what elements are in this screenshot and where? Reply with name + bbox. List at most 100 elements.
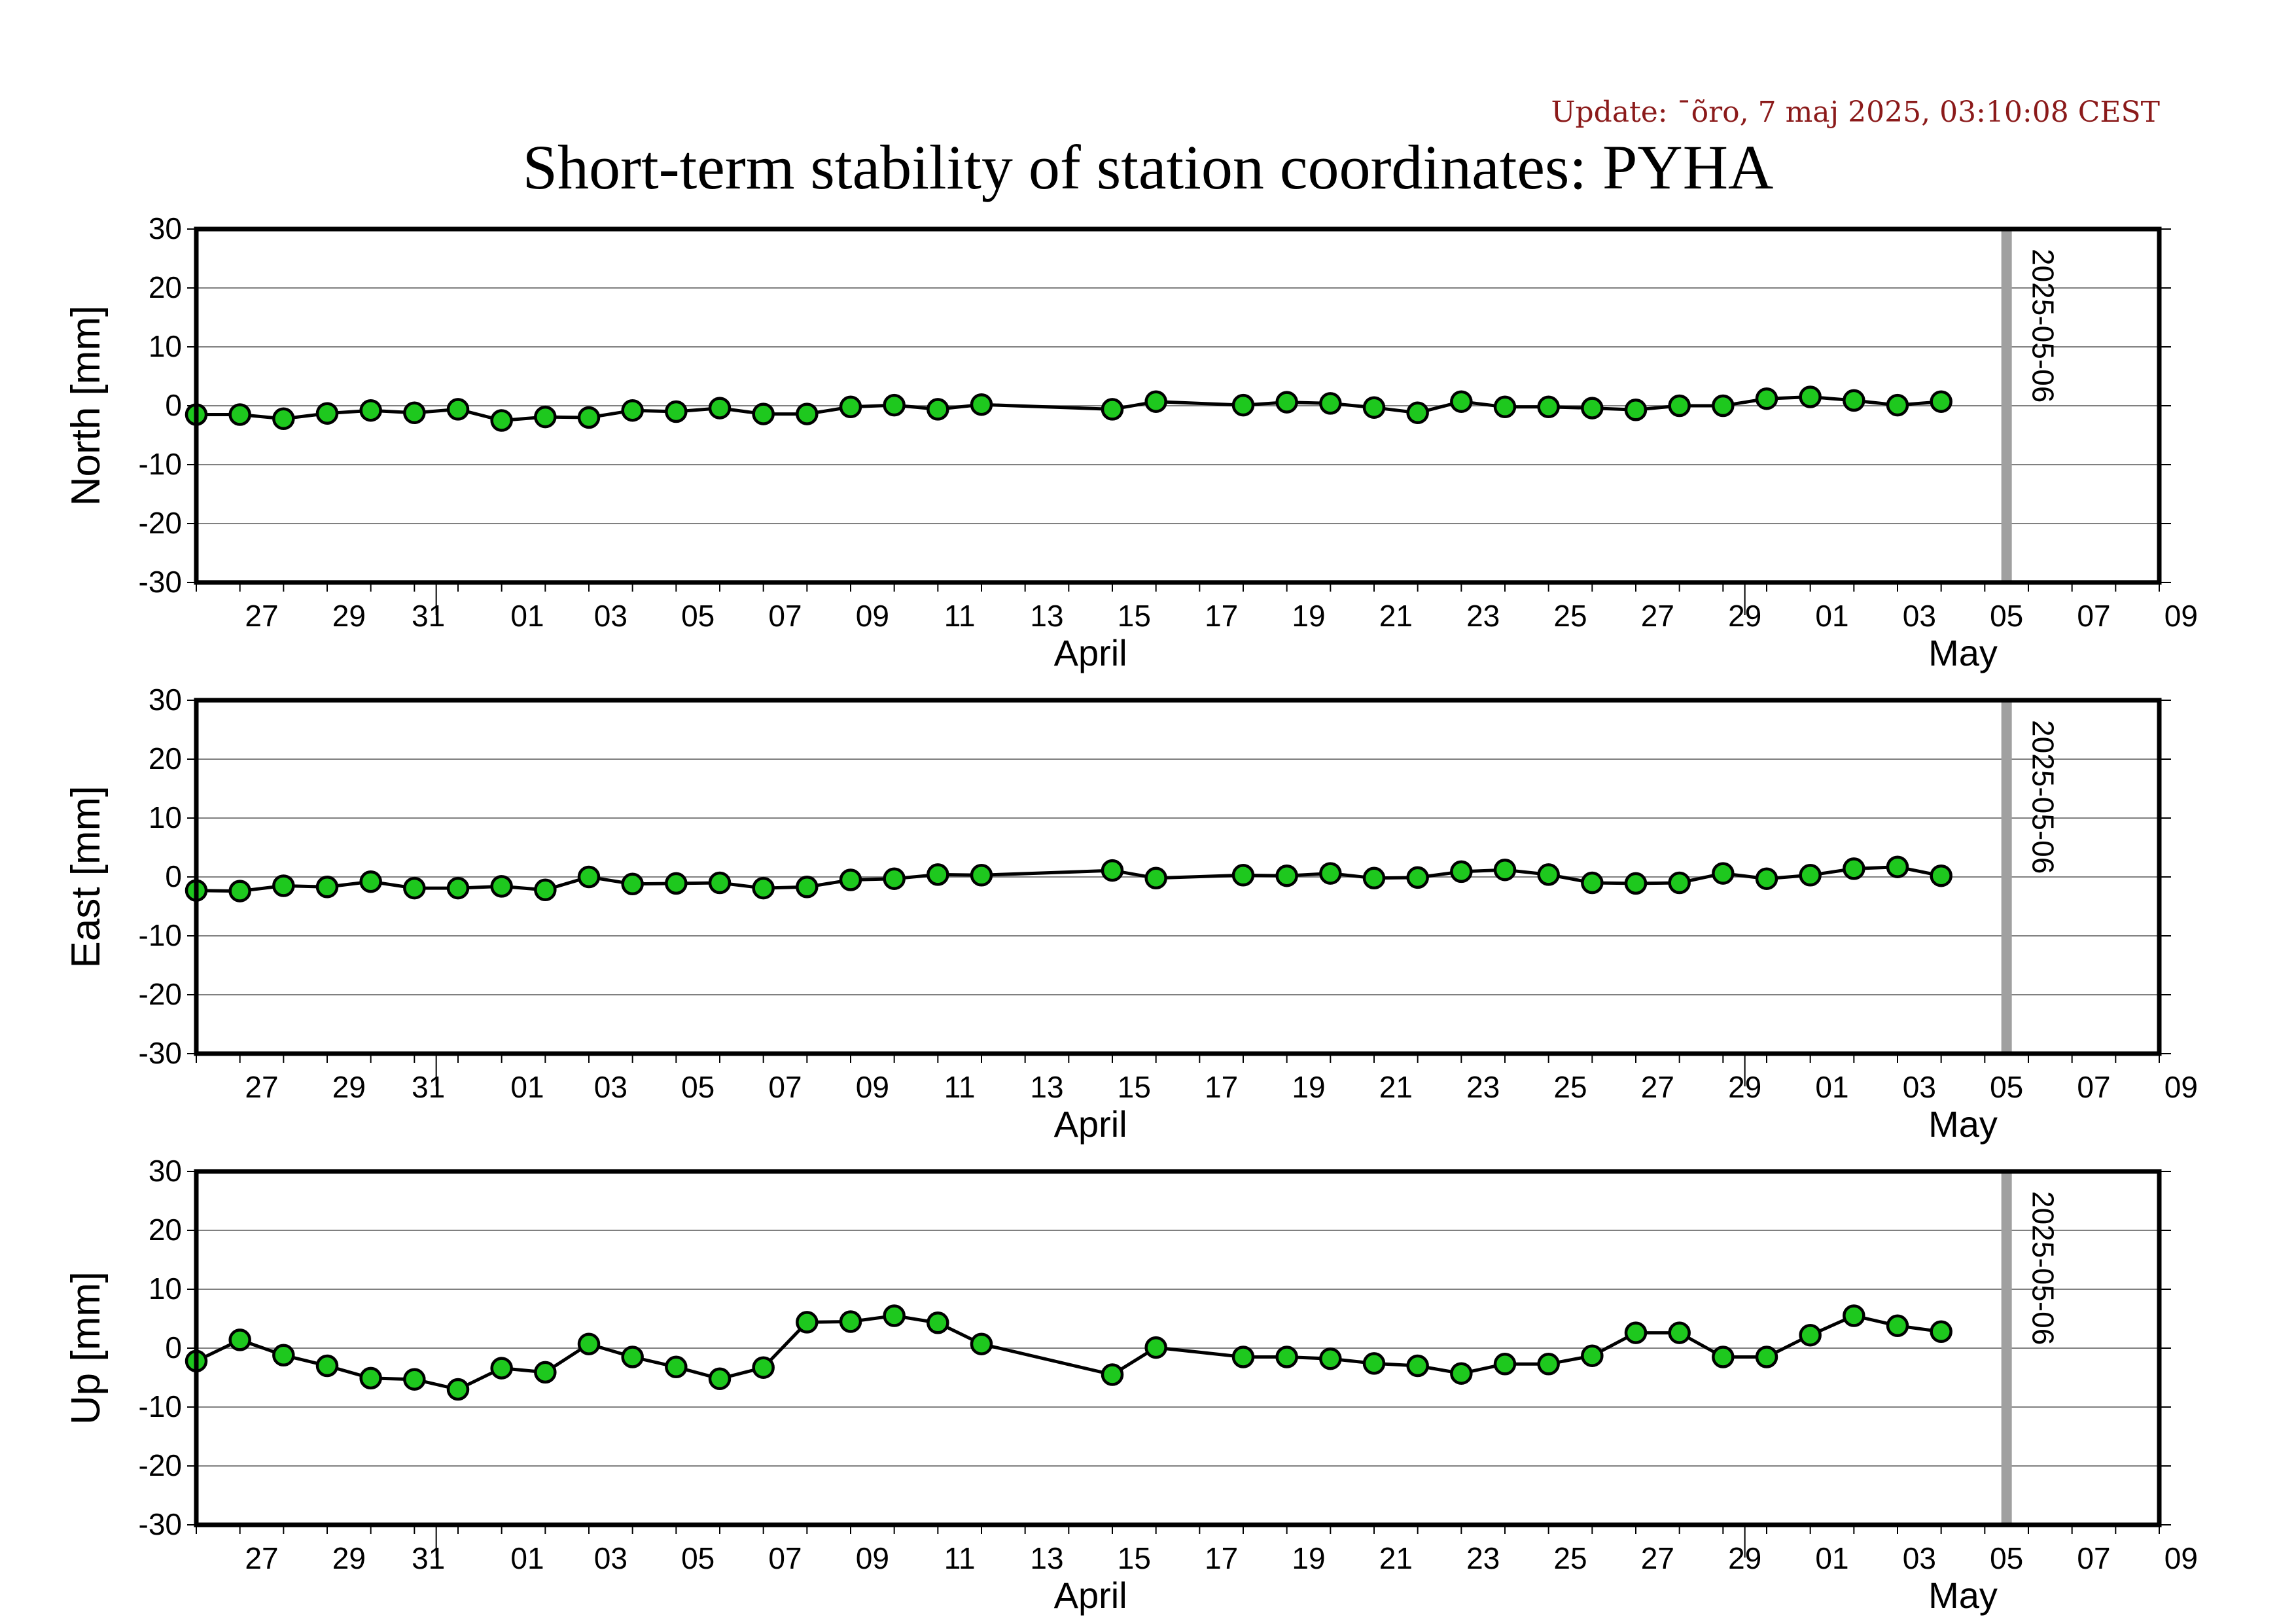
data-point [490,409,513,432]
x-tick-label: 13 [1030,1541,1063,1575]
data-point [1493,395,1517,419]
month-label-april: April [1054,1103,1127,1145]
x-tick-label: 05 [681,599,715,633]
x-tick-label: 03 [594,1541,627,1575]
y-tick-label: 0 [165,388,182,422]
data-point [359,1366,382,1390]
data-point [1624,1321,1648,1344]
x-tick-label: 29 [1728,599,1761,633]
y-tick-label: 0 [165,859,182,893]
data-point [1275,391,1298,414]
x-tick-label: 07 [2077,599,2110,633]
y-tick-label: 20 [149,270,182,304]
data-point [1886,1314,1909,1338]
x-tick-label: 03 [1903,599,1936,633]
y-tick-label: 0 [165,1330,182,1364]
data-point [534,405,557,429]
data-point [272,407,295,431]
data-point [1581,397,1604,419]
x-tick-label: 05 [681,1541,715,1575]
x-tick-label: 11 [944,1070,976,1104]
x-tick-label: 09 [2164,1070,2198,1104]
x-tick-label: 07 [768,1070,802,1104]
data-point [1712,1346,1735,1368]
data-point [490,875,513,898]
x-tick-label: 21 [1379,1070,1413,1104]
data-point [315,402,339,425]
data-point [1668,871,1691,895]
y-tick-label: 30 [149,1154,182,1188]
chart-panel-1: 30 20 10 0 -10 -20 -30 North [mm] 2025-05-06 27 29… [63,211,2198,673]
data-point [1231,393,1255,417]
x-tick-label: 27 [1641,1070,1674,1104]
data-point [970,864,993,887]
data-point [621,1346,644,1368]
data-point [1799,864,1822,887]
x-tick-label: 29 [1728,1070,1761,1104]
x-tick-label: 31 [412,1541,445,1575]
plot-frame [194,1169,2162,1527]
x-tick-label: 21 [1379,599,1413,633]
x-tick-label: 27 [1641,1541,1674,1575]
data-point [839,395,862,419]
x-tick-label: 07 [2077,1070,2110,1104]
month-label-april: April [1054,632,1127,673]
y-tick-label: -20 [139,506,182,540]
x-tick-label: 19 [1292,1541,1325,1575]
data-point [796,402,819,425]
y-tick-label: 20 [149,741,182,776]
chart-title: Short-term stability of station coordina… [522,132,1774,202]
data-point [1450,390,1473,413]
data-point [1537,395,1560,419]
y-tick-label: -20 [139,1448,182,1482]
data-point [1799,385,1822,408]
data-point [1362,396,1386,419]
data-point [1799,1323,1822,1347]
data-point [1581,1344,1604,1367]
data-point [927,863,949,886]
x-tick-label: 07 [768,1541,802,1575]
month-label-may: May [1928,1103,1998,1145]
data-point [577,1332,601,1355]
data-point [1275,864,1298,887]
data-point [970,1332,993,1355]
y-tick-label: -10 [139,447,182,481]
x-tick-label: 17 [1205,1541,1238,1575]
x-tick-label: 05 [1990,1541,2023,1575]
data-point [446,876,470,900]
y-tick-label: 30 [149,211,182,245]
data-point [1406,866,1429,889]
data-point [1101,398,1124,421]
data-point [403,1368,426,1391]
data-point [665,872,688,895]
data-point [883,393,906,417]
data-point [1755,867,1778,890]
data-point [577,865,601,889]
x-tick-label: 11 [944,599,976,633]
y-axis-label: Up [mm] [63,1272,109,1425]
data-point [1843,389,1865,412]
data-point [927,1311,949,1334]
x-tick-label: 07 [768,599,802,633]
data-point [534,878,557,902]
chart-panel-3: 30 20 10 0 -10 -20 -30 Up [mm] 2025-05-06 27 29 31 0… [63,1154,2198,1616]
x-tick-label: 31 [412,599,445,633]
x-tick-label: 03 [1903,1070,1936,1104]
month-label-may: May [1928,1575,1998,1616]
data-point [1493,1353,1517,1376]
x-tick-label: 23 [1466,1070,1500,1104]
x-tick-label: 29 [332,1541,366,1575]
y-axis-label: East [mm] [63,785,109,968]
x-tick-label: 27 [245,1541,278,1575]
y-tick-label: 10 [149,329,182,363]
data-point [315,876,339,899]
x-tick-label: 29 [332,599,366,633]
x-tick-label: 15 [1118,1070,1151,1104]
plot-frame [194,226,2162,585]
data-point [752,876,775,900]
month-label-april: April [1054,1575,1127,1616]
x-tick-label: 29 [332,1070,366,1104]
y-tick-label: -30 [139,1507,182,1541]
y-tick-label: -30 [139,1036,182,1070]
x-tick-label: 09 [856,1541,889,1575]
